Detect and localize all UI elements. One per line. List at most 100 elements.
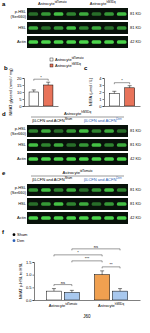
- blot-band: [41, 216, 51, 220]
- label-sup: tdTomato: [72, 56, 84, 60]
- label-main: Astrocyte: [49, 303, 66, 308]
- marks: [46, 271, 127, 300]
- tick: 4: [99, 76, 104, 81]
- blot-strip: [27, 212, 128, 224]
- axis-line: [25, 106, 59, 107]
- label-main: βLCFN and ACFN: [84, 118, 116, 123]
- label-sup: hM3Dq: [115, 302, 125, 306]
- sig-label: ns: [94, 244, 98, 249]
- label: AstrocytehM3Dq: [55, 62, 81, 68]
- blot-band: [92, 202, 102, 206]
- blot-band: [117, 40, 127, 44]
- label-main: Astrocyte: [64, 111, 82, 116]
- blot-band: [29, 157, 39, 161]
- blot-band: [41, 157, 51, 161]
- tick: 2: [99, 90, 104, 95]
- tick-mark: [103, 92, 105, 93]
- legend-marker: [13, 233, 16, 236]
- blot-band: [117, 157, 127, 161]
- kd-label: 42 KD: [130, 39, 141, 44]
- label: AstrocytehM3Dq: [90, 0, 116, 6]
- x-axis: [35, 300, 141, 301]
- row-label: HSL: [18, 142, 27, 147]
- tick-mark: [103, 106, 105, 107]
- blot-band: [54, 40, 64, 44]
- row-label: (Ser660): [10, 131, 26, 136]
- label: βLCFN and ACFNDen: [84, 117, 122, 123]
- blot-band: [79, 143, 89, 147]
- label: AstrocytehM3Dq: [64, 110, 92, 116]
- x-axis: [105, 106, 141, 107]
- blot-band: [104, 40, 114, 44]
- label-main: Astrocyte: [63, 170, 81, 175]
- figure: AstrocytetdTomatoAstrocytehM3Dqp-HSL(Ser…: [0, 0, 150, 333]
- y-axis-title: NMAT p-HSL to HSL: [18, 262, 23, 299]
- kd-label: 81 KD: [130, 142, 141, 147]
- tick: 1.5: [26, 260, 34, 265]
- blot-band: [117, 202, 127, 206]
- blot-band: [92, 188, 102, 192]
- blot-band: [29, 26, 39, 30]
- blot-band: [66, 129, 76, 133]
- tick: 5: [19, 97, 24, 102]
- blot-band: [104, 12, 114, 16]
- blot-band: [92, 12, 102, 16]
- axis-line: [23, 79, 25, 107]
- axis-line: [33, 263, 35, 301]
- label-sup: hM3Dq: [72, 62, 82, 66]
- row-label: (Ser660): [10, 14, 26, 19]
- kd-label: 81 KD: [130, 201, 141, 206]
- tick: 3: [99, 83, 104, 88]
- y-axis: 0.00.51.01.5: [26, 260, 35, 303]
- sig-label: ns: [61, 280, 65, 285]
- label-main: Astrocyte: [55, 63, 72, 68]
- blot-band: [54, 188, 64, 192]
- blot-band: [54, 26, 64, 30]
- blot-band: [92, 157, 102, 161]
- tick-label: 0.0: [26, 298, 32, 303]
- error-bar: [52, 289, 56, 292]
- blot-strip: [27, 184, 128, 196]
- blot-band: [66, 26, 76, 30]
- blot-band: [41, 202, 51, 206]
- blot-band: [54, 12, 64, 16]
- marks: [29, 82, 53, 106]
- error-bar: [118, 289, 122, 292]
- legend-label: Sham: [17, 232, 28, 237]
- tick: 0: [19, 104, 24, 109]
- blot-band: [79, 40, 89, 44]
- blot-panel: AstrocytetdTomatoAstrocytehM3Dqp-HSL(Ser…: [10, 0, 141, 48]
- label: AstrocytetdTomato: [49, 302, 78, 308]
- bar: [44, 85, 53, 106]
- blot-panel: AstrocytetdTomatoβLCFN and ACFNShamβLCFN…: [10, 169, 141, 224]
- legend-marker: [13, 239, 16, 242]
- tick-label: 3: [99, 83, 102, 88]
- blot-band: [79, 129, 89, 133]
- error-bar: [32, 90, 36, 92]
- tick: 20: [17, 76, 24, 81]
- panel-label: a: [2, 1, 6, 7]
- row-label: Actin: [17, 156, 26, 161]
- blot-band: [66, 40, 76, 44]
- label-main: βLCFN and ACFN: [32, 118, 64, 123]
- blot-band: [104, 157, 114, 161]
- kd-label: 81 KD: [130, 187, 141, 192]
- sig-label: *: [121, 78, 123, 83]
- bar: [112, 291, 127, 300]
- tick-label: 20: [17, 76, 22, 81]
- tick-mark: [33, 262, 35, 263]
- tick-mark: [33, 287, 35, 288]
- blot-band: [79, 202, 89, 206]
- blot-strip: [27, 22, 128, 34]
- tick: 1: [99, 97, 104, 102]
- marks: [109, 86, 134, 106]
- blot-band: [29, 216, 39, 220]
- blot-band: [29, 202, 39, 206]
- error-bar: [128, 86, 132, 88]
- blot-band: [66, 202, 76, 206]
- tick-mark: [23, 92, 25, 93]
- blot-band: [29, 188, 39, 192]
- label-sup: hM3Dq: [81, 110, 91, 114]
- y-axis-title: NEFA (μmol / L): [88, 77, 93, 106]
- blot-band: [104, 202, 114, 206]
